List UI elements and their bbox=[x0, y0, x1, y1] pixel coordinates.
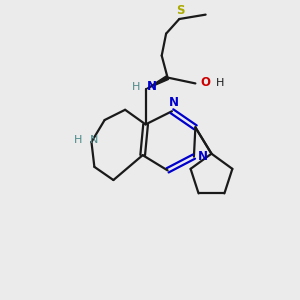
Text: N: N bbox=[146, 80, 157, 93]
Text: H: H bbox=[216, 78, 224, 88]
Text: N: N bbox=[198, 150, 208, 163]
Text: H: H bbox=[132, 82, 140, 92]
Text: O: O bbox=[201, 76, 211, 89]
Text: H: H bbox=[74, 135, 83, 145]
Text: N: N bbox=[168, 96, 178, 109]
Text: S: S bbox=[176, 4, 185, 17]
Text: N: N bbox=[90, 135, 98, 145]
Polygon shape bbox=[146, 76, 169, 89]
